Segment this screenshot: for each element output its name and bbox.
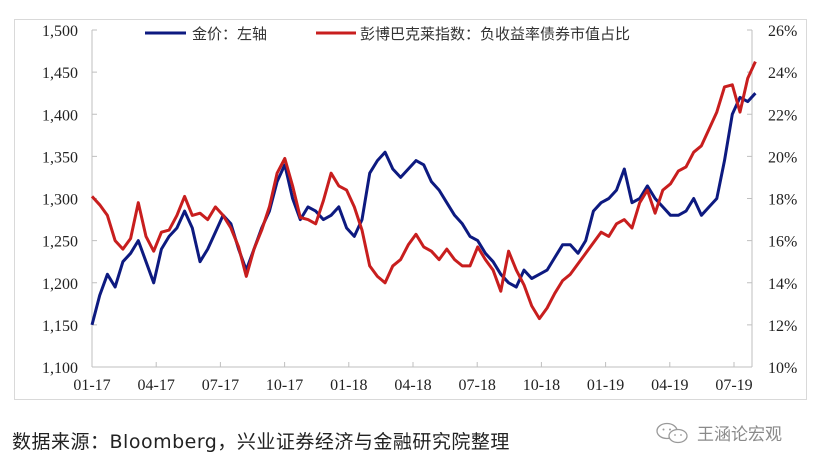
x-tick-label: 04-17 xyxy=(138,377,175,394)
source-note: 数据来源：Bloomberg，兴业证券经济与金融研究院整理 xyxy=(12,431,510,453)
legend-bloomberg-label: 彭博巴克莱指数：负收益率债券市值占比 xyxy=(360,25,630,43)
x-tick-label: 07-18 xyxy=(459,377,496,394)
right-tick-label: 22% xyxy=(768,107,797,124)
chart-frame xyxy=(14,19,807,400)
left-tick-label: 1,150 xyxy=(42,318,78,335)
left-tick-label: 1,250 xyxy=(42,234,78,251)
x-tick-label: 01-19 xyxy=(587,377,624,394)
left-tick-label: 1,450 xyxy=(42,65,78,82)
right-tick-label: 16% xyxy=(768,234,797,251)
left-tick-label: 1,350 xyxy=(42,149,78,166)
watermark: 王涵论宏观 xyxy=(655,420,782,445)
left-tick-label: 1,100 xyxy=(42,360,78,377)
x-tick-label: 04-19 xyxy=(651,377,688,394)
right-tick-label: 20% xyxy=(768,149,797,166)
right-tick-label: 26% xyxy=(768,23,797,40)
x-axis-ticks: 01-17 04-17 07-17 10-17 01-18 04-18 07-18 10-18… xyxy=(73,362,753,394)
left-tick-label: 1,200 xyxy=(42,276,78,293)
right-tick-label: 12% xyxy=(768,318,797,335)
legend: 金价：左轴 彭博巴克莱指数：负收益率债券市值占比 xyxy=(145,25,630,43)
x-tick-label: 07-19 xyxy=(715,377,752,394)
right-tick-label: 10% xyxy=(768,360,797,377)
legend-gold-label: 金价：左轴 xyxy=(192,25,267,43)
right-tick-label: 14% xyxy=(768,276,797,293)
right-axis-ticks: 26% 24% 22% 20% 18% 16% 14% 12% 10% xyxy=(747,23,797,377)
left-tick-label: 1,400 xyxy=(42,107,78,124)
x-tick-label: 10-17 xyxy=(266,377,303,394)
wechat-icon xyxy=(656,422,688,443)
x-tick-label: 10-18 xyxy=(523,377,560,394)
right-tick-label: 24% xyxy=(768,65,797,82)
gold-price-line xyxy=(90,92,757,326)
x-tick-label: 01-18 xyxy=(330,377,367,394)
x-tick-label: 04-18 xyxy=(394,377,431,394)
left-axis-ticks: 1,500 1,450 1,400 1,350 1,300 1,250 1,200 1,150… xyxy=(42,23,97,377)
x-tick-label: 01-17 xyxy=(73,377,110,394)
watermark-text: 王涵论宏观 xyxy=(697,425,782,445)
left-tick-label: 1,300 xyxy=(42,192,78,209)
negative-yield-share-line xyxy=(90,60,757,321)
left-tick-label: 1,500 xyxy=(42,23,78,40)
x-tick-label: 07-17 xyxy=(202,377,239,394)
right-tick-label: 18% xyxy=(768,192,797,209)
